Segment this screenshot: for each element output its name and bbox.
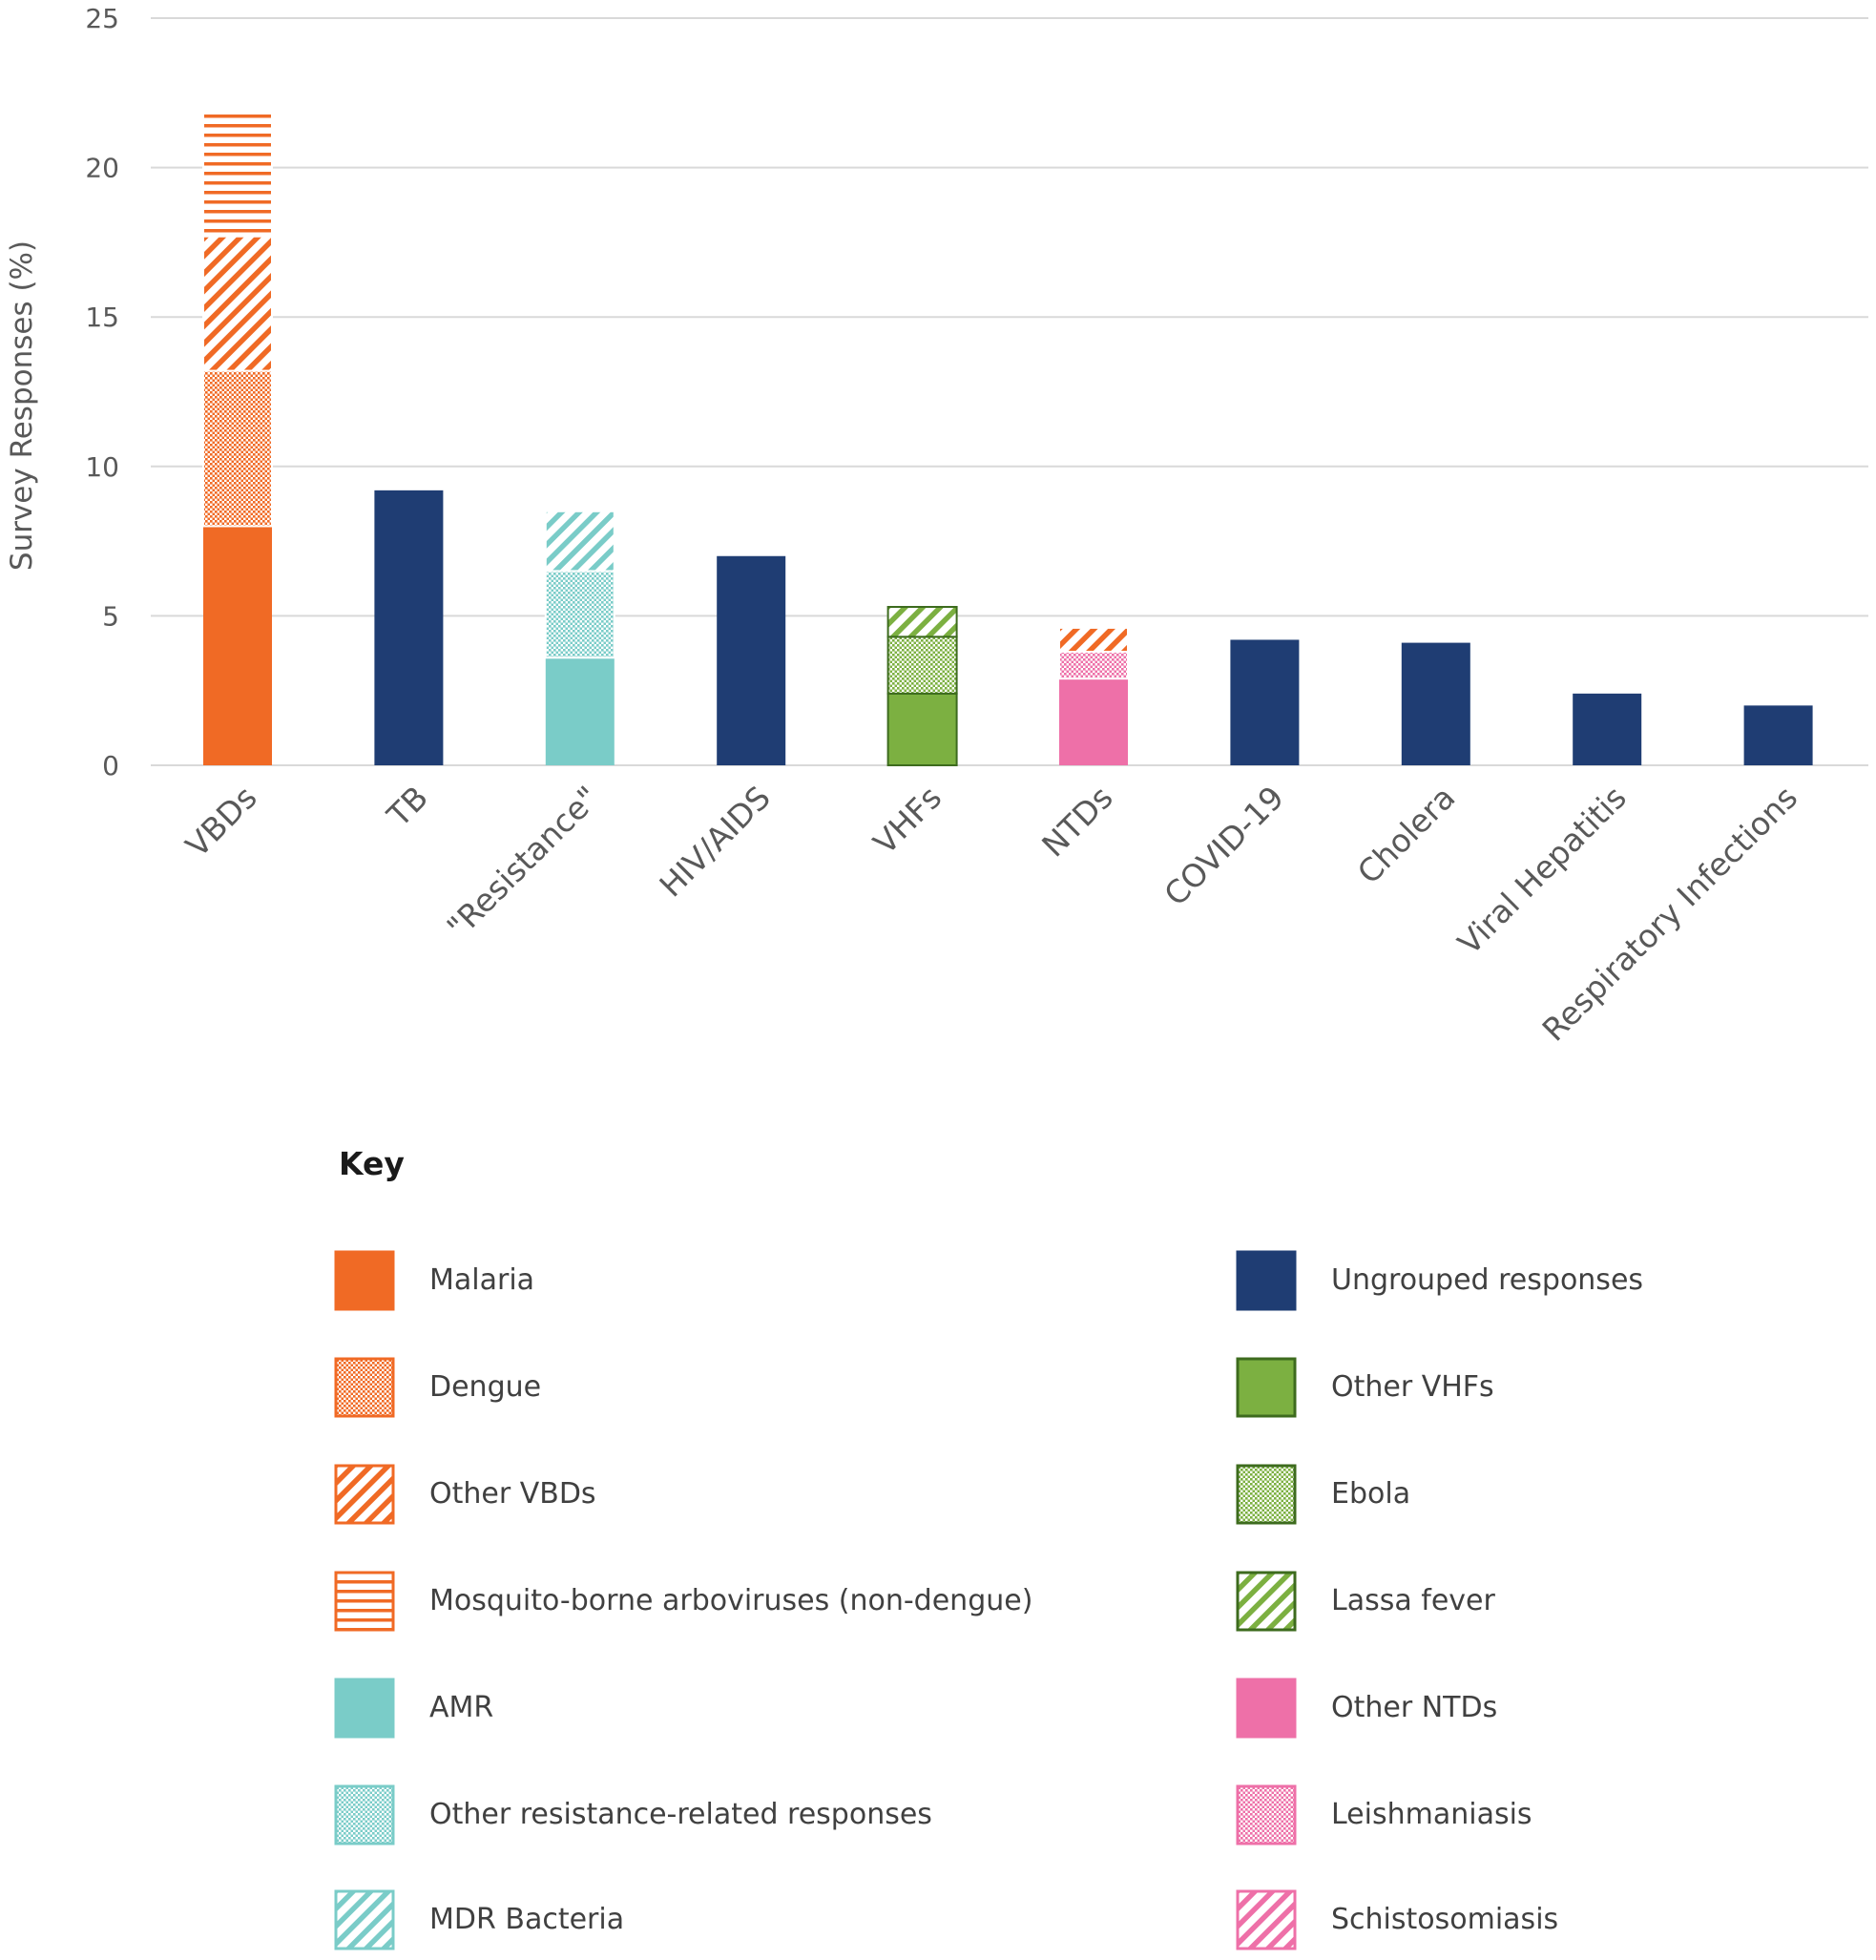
legend-swatch: [334, 1250, 395, 1311]
bar-segment: "Resistance" - MDR Bacteria: 2: [544, 510, 615, 573]
bars: VBDs - Malaria: 8VBDs - Dengue: 5.2VBDs …: [202, 110, 1813, 766]
legend-label: Other VBDs: [429, 1477, 596, 1511]
legend-item: MDR Bacteria: [334, 1889, 1097, 1950]
legend-swatch: [1236, 1571, 1297, 1632]
legend-label: MDR Bacteria: [429, 1903, 625, 1936]
x-category-label: "Resistance": [440, 779, 607, 946]
x-category-label: HIV/AIDS: [652, 779, 777, 904]
legend-label: Ungrouped responses: [1331, 1263, 1644, 1297]
legend-swatch: [1236, 1889, 1297, 1950]
bar-segment: NTDs - Leishmaniasis: 0.9: [1058, 650, 1129, 680]
bar-segment: VBDs - Dengue: 5.2: [202, 369, 273, 528]
legend-swatch: [334, 1784, 395, 1845]
legend-label: Other VHFs: [1331, 1370, 1494, 1404]
legend-label: AMR: [429, 1691, 494, 1724]
y-tick-label: 20: [85, 153, 119, 184]
legend-swatch: [334, 1678, 395, 1739]
y-axis-title: Survey Responses (%): [5, 240, 39, 571]
legend-label: Other NTDs: [1331, 1691, 1498, 1724]
legend-item: Malaria: [334, 1250, 1097, 1311]
legend-label: Dengue: [429, 1370, 542, 1404]
bar-segment: "Resistance" - AMR: 3.6: [545, 657, 615, 765]
legend-item: Other NTDs: [1236, 1678, 1876, 1739]
x-axis-categories: VBDs TB "Resistance" HIV/AIDS VHFs NTDs COVID-…: [178, 779, 1804, 1049]
x-category-label: VBDs: [178, 779, 264, 865]
legend-title: Key: [339, 1145, 405, 1182]
stacked-bar-chart: 0 5 10 15 20 25 VBDs - Malaria: 8VBDs - Dengu…: [5, 3, 1868, 1049]
legend-item: AMR: [334, 1678, 1097, 1739]
bar-segment: COVID-19 - Ungrouped responses: 4.2: [1230, 639, 1300, 765]
legend-label: Ebola: [1331, 1477, 1411, 1511]
bar-segment: VHFs - Other VHFs: 2.4: [886, 692, 958, 766]
legend-label: Mosquito-borne arboviruses (non-dengue): [429, 1584, 1033, 1617]
y-tick-label: 5: [102, 600, 119, 632]
bar-segment: TB - Ungrouped responses: 9.2: [374, 490, 444, 765]
x-category-label: NTDs: [1034, 779, 1119, 864]
legend-label: Lassa fever: [1331, 1584, 1495, 1617]
y-tick-label: 0: [102, 750, 119, 782]
bar-segment: Cholera - Ungrouped responses: 4.1: [1401, 642, 1470, 765]
x-category-label: COVID-19: [1157, 779, 1291, 913]
bar-segment: VBDs - Other VBDs: 4.5: [202, 235, 273, 372]
y-tick-label: 25: [85, 3, 119, 34]
legend-swatch: [334, 1357, 395, 1418]
legend-label: Leishmaniasis: [1331, 1798, 1532, 1831]
legend-swatch: [1236, 1678, 1297, 1739]
bar-segment: Viral Hepatitis - Ungrouped responses: 2…: [1573, 693, 1642, 765]
legend-swatch: [1236, 1250, 1297, 1311]
legend-label: Schistosomiasis: [1331, 1903, 1559, 1936]
y-axis-ticks: 0 5 10 15 20 25: [85, 3, 119, 782]
legend-item: Lassa fever: [1236, 1571, 1876, 1632]
bar-segment: "Resistance" - Other resistance-related …: [544, 570, 615, 659]
legend-item: Schistosomiasis: [1236, 1889, 1876, 1950]
bar-segment: VBDs - Malaria: 8: [203, 526, 272, 765]
x-category-label: VHFs: [866, 779, 949, 862]
legend-swatch: [1236, 1357, 1297, 1418]
bar-segment: VHFs - Ebola: 1.9: [886, 636, 958, 695]
y-tick-label: 15: [85, 302, 119, 333]
legend-item: Other VBDs: [334, 1464, 1097, 1525]
x-category-label: Cholera: [1350, 779, 1463, 891]
bar-segment: NTDs - Other NTDs: 2.9: [1059, 678, 1128, 765]
legend-item: Ungrouped responses: [1236, 1250, 1876, 1311]
y-tick-label: 10: [85, 451, 119, 483]
legend-swatch: [334, 1889, 395, 1950]
legend-item: Mosquito-borne arboviruses (non-dengue): [334, 1571, 1097, 1632]
bar-segment: NTDs - Schistosomiasis: 0.8: [1058, 626, 1129, 653]
legend-item: Leishmaniasis: [1236, 1784, 1876, 1845]
legend-swatch: [334, 1464, 395, 1525]
bar-segment: HIV/AIDS - Ungrouped responses: 7: [717, 555, 786, 765]
bar-segment: VBDs - Mosquito-borne arboviruses (non-d…: [202, 110, 273, 238]
legend-swatch: [334, 1571, 395, 1632]
legend-item: Other VHFs: [1236, 1357, 1876, 1418]
legend-swatch: [1236, 1784, 1297, 1845]
x-category-label: Viral Hepatitis: [1450, 779, 1634, 962]
legend-label: Malaria: [429, 1263, 535, 1297]
x-category-label: TB: [380, 779, 436, 835]
bar-segment: Respiratory Infections - Ungrouped respo…: [1743, 705, 1813, 765]
bar-segment: VHFs - Lassa fever: 1: [886, 606, 958, 638]
legend-item: Ebola: [1236, 1464, 1876, 1525]
legend-item: Dengue: [334, 1357, 1097, 1418]
legend: Key Malaria Dengue Other VBDs Mosquito-born…: [0, 1136, 1876, 1960]
legend-item: Other resistance-related responses: [334, 1784, 1097, 1845]
legend-label: Other resistance-related responses: [429, 1798, 932, 1831]
legend-swatch: [1236, 1464, 1297, 1525]
